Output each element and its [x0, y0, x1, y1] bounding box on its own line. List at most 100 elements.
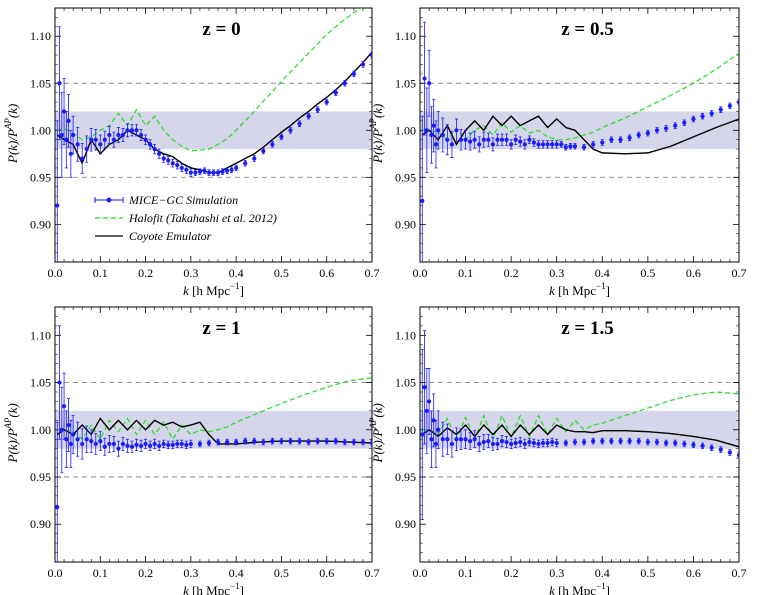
data-point — [440, 437, 445, 442]
y-tick-label: 1.10 — [30, 328, 51, 342]
data-point — [618, 439, 623, 444]
data-point — [600, 140, 605, 145]
data-point — [645, 131, 650, 136]
data-point — [600, 439, 605, 444]
y-tick-label: 1.00 — [30, 123, 51, 137]
data-point — [116, 446, 121, 451]
data-point — [736, 453, 739, 458]
data-point — [509, 441, 514, 447]
data-point — [184, 167, 189, 172]
data-point — [563, 145, 568, 150]
data-point — [166, 158, 171, 163]
data-point — [431, 123, 436, 128]
x-tick-label: 0.4 — [595, 266, 610, 280]
data-point — [270, 142, 275, 147]
data-point — [559, 142, 564, 147]
data-point — [102, 444, 107, 449]
y-tick-label: 1.10 — [30, 29, 51, 43]
y-tick-label: 1.10 — [395, 29, 416, 43]
data-point — [107, 132, 112, 138]
data-point — [627, 439, 632, 444]
data-point — [369, 440, 372, 446]
x-tick-label: 0.2 — [504, 266, 519, 280]
data-point — [243, 439, 248, 444]
data-point — [197, 441, 203, 447]
data-point — [572, 144, 578, 149]
y-tick-label: 1.00 — [395, 423, 416, 437]
data-point — [420, 198, 425, 203]
data-point — [220, 169, 225, 174]
data-point — [120, 132, 126, 138]
data-point — [449, 142, 454, 147]
y-tick-label: 1.00 — [395, 123, 416, 137]
data-point — [161, 441, 166, 447]
data-point — [211, 170, 216, 175]
x-tick-label: 0.7 — [732, 266, 747, 280]
data-point — [618, 137, 623, 142]
data-point — [288, 128, 293, 133]
y-tick-label: 0.90 — [395, 217, 416, 231]
data-point — [202, 168, 207, 173]
data-point — [440, 132, 445, 138]
data-point — [468, 139, 473, 144]
data-point — [75, 142, 80, 147]
data-point — [138, 132, 144, 138]
x-tick-label: 0.6 — [319, 566, 334, 580]
data-point — [636, 439, 641, 444]
data-point — [306, 114, 311, 119]
series-coyote-line — [421, 424, 739, 448]
data-point — [59, 132, 64, 138]
y-tick-label: 1.05 — [395, 76, 416, 90]
data-point — [700, 114, 705, 119]
data-point — [472, 137, 477, 142]
x-tick-label: 0.7 — [365, 566, 380, 580]
data-point — [93, 441, 98, 447]
data-point — [98, 439, 103, 444]
y-axis-label: P(k)/PAP(k) — [368, 104, 385, 164]
data-point — [57, 380, 62, 385]
panel-title: z = 1 — [202, 318, 240, 339]
data-point — [654, 128, 660, 133]
data-point — [297, 439, 302, 444]
data-point — [727, 103, 732, 108]
data-point — [68, 441, 73, 447]
data-point — [550, 439, 555, 445]
data-point — [152, 441, 157, 447]
data-point — [129, 128, 135, 133]
data-point — [477, 441, 482, 447]
data-point — [436, 427, 441, 432]
plot-frame — [419, 7, 740, 263]
series-halofit-line — [57, 8, 363, 152]
data-point — [568, 144, 573, 149]
data-point — [261, 439, 266, 445]
data-point — [458, 137, 464, 142]
data-point — [215, 439, 221, 445]
data-point — [673, 440, 678, 446]
x-tick-label: 0.7 — [732, 566, 747, 580]
data-point — [193, 170, 198, 175]
data-point — [682, 120, 687, 125]
data-point — [229, 167, 234, 172]
data-point — [80, 156, 85, 161]
chart-panel-2: 0.0 0.1 0.2 0.3 0.4 0.5 0.6 0.7 0.90 0.95 1.00 1.05… — [368, 7, 747, 298]
data-point — [333, 439, 338, 444]
data-point — [148, 142, 153, 147]
data-point — [609, 439, 614, 444]
data-point — [422, 76, 427, 81]
y-tick-label: 0.95 — [395, 170, 416, 184]
data-point — [495, 137, 500, 142]
data-point — [111, 441, 116, 447]
data-point — [536, 441, 541, 447]
data-point — [433, 441, 439, 447]
data-point — [454, 128, 459, 133]
data-point — [545, 440, 550, 446]
data-point — [445, 437, 450, 442]
data-point — [422, 385, 427, 390]
data-point — [102, 137, 107, 142]
data-point — [61, 404, 67, 409]
data-point — [175, 441, 180, 447]
series-halofit-line — [422, 52, 739, 141]
data-point — [709, 111, 714, 116]
data-point — [527, 439, 532, 445]
